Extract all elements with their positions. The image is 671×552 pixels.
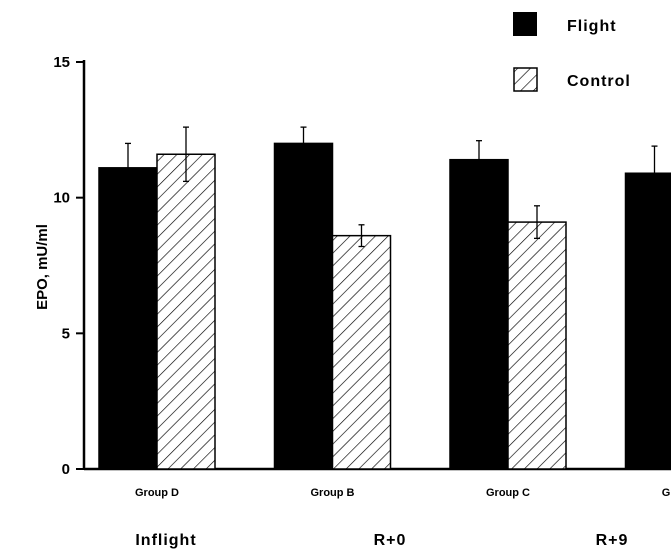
legend-label-flight: Flight [567,18,617,35]
y-ticks: 0 5 10 15 [53,54,84,478]
phase-labels: Inflight R+0 R+9 [135,532,629,549]
category-labels: Group D Group B Group C Group A [135,487,671,499]
y-tick-label: 10 [53,190,70,207]
y-tick-label: 5 [62,325,70,342]
bar-control-group-b [331,234,392,470]
bars [98,142,671,470]
bar-flight-group-b [273,142,334,470]
bar-control-group-c [507,221,567,470]
legend-swatch-flight [513,12,537,36]
category-label: Group C [486,487,530,499]
legend: Flight Control [513,12,631,92]
category-label: Group A [662,487,671,499]
bar-control-group-d [156,153,216,470]
y-tick-label: 15 [53,54,70,71]
phase-label: R+9 [596,532,629,549]
bar-flight-group-d [98,167,158,470]
phase-label: R+0 [374,532,407,549]
error-bars [125,126,658,248]
phase-label: Inflight [135,532,196,549]
y-tick-label: 0 [62,461,70,478]
legend-swatch-control [513,67,538,92]
bar-flight-group-c [449,158,509,470]
y-axis-label: EPO, mU/ml [34,224,51,310]
legend-label-control: Control [567,73,631,90]
category-label: Group D [135,487,179,499]
category-label: Group B [311,487,355,499]
bar-flight-group-a [624,172,671,470]
